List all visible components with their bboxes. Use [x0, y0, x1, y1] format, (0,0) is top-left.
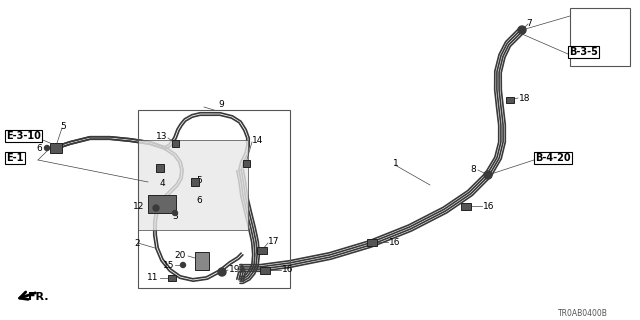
- Circle shape: [153, 205, 159, 211]
- Bar: [148, 195, 176, 213]
- Bar: [138, 110, 290, 288]
- Bar: [191, 178, 199, 186]
- Bar: [156, 164, 164, 172]
- Text: 15: 15: [163, 260, 174, 269]
- Text: 13: 13: [156, 132, 167, 140]
- Bar: [50, 143, 62, 153]
- Bar: [506, 97, 514, 103]
- Text: 11: 11: [147, 274, 158, 283]
- Text: 16: 16: [483, 202, 495, 211]
- Text: 3: 3: [172, 212, 178, 220]
- Bar: [243, 159, 250, 166]
- Text: 2: 2: [134, 238, 140, 247]
- Text: 20: 20: [175, 252, 186, 260]
- Text: B-4-20: B-4-20: [535, 153, 571, 163]
- Bar: [461, 203, 471, 210]
- Text: 17: 17: [268, 236, 280, 245]
- Text: 8: 8: [470, 164, 476, 173]
- Text: 9: 9: [218, 100, 224, 108]
- Text: 18: 18: [519, 93, 531, 102]
- Text: 16: 16: [282, 266, 294, 275]
- Bar: [260, 267, 270, 274]
- Bar: [257, 246, 267, 253]
- Circle shape: [173, 211, 177, 215]
- Bar: [168, 275, 176, 281]
- Text: E-1: E-1: [6, 153, 24, 163]
- Circle shape: [518, 26, 526, 34]
- Text: 14: 14: [252, 135, 264, 145]
- Bar: [570, 8, 630, 66]
- Text: 16: 16: [389, 237, 401, 246]
- Bar: [138, 140, 248, 230]
- Text: 6: 6: [36, 143, 42, 153]
- Circle shape: [45, 146, 49, 150]
- Text: E-3-10: E-3-10: [6, 131, 41, 141]
- Text: 1: 1: [393, 158, 399, 167]
- Text: 19: 19: [229, 266, 241, 275]
- Text: 12: 12: [132, 202, 144, 211]
- Text: 7: 7: [526, 19, 532, 28]
- Text: B-3-5: B-3-5: [569, 47, 598, 57]
- Text: 5: 5: [196, 175, 202, 185]
- Bar: [367, 238, 377, 245]
- Bar: [195, 252, 209, 270]
- Text: FR.: FR.: [28, 292, 49, 302]
- Circle shape: [180, 262, 186, 268]
- Bar: [172, 140, 179, 147]
- Text: TR0AB0400B: TR0AB0400B: [558, 309, 608, 318]
- Text: 5: 5: [60, 122, 66, 131]
- Text: 4: 4: [160, 179, 166, 188]
- Circle shape: [218, 268, 226, 276]
- Text: 6: 6: [196, 196, 202, 204]
- Circle shape: [484, 171, 492, 179]
